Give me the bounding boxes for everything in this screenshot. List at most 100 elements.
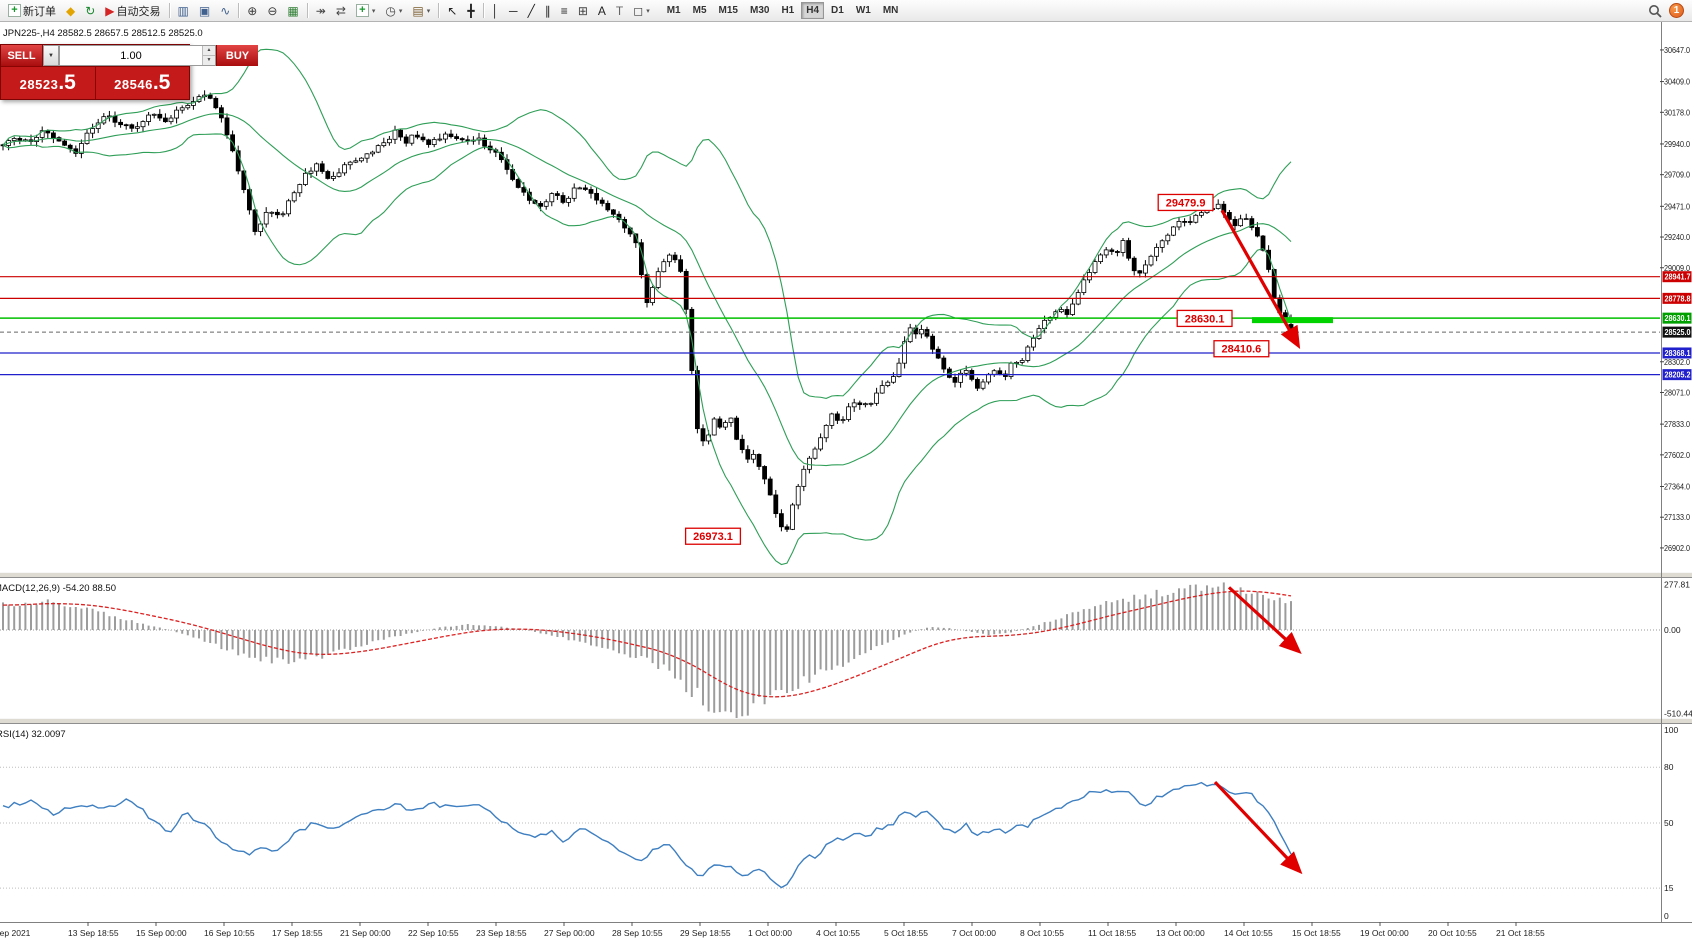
volume-up-button[interactable]: ▲ [203,46,215,56]
svg-text:29479.9: 29479.9 [1166,197,1206,209]
grid-button[interactable]: ⊞ [574,2,592,20]
search-button[interactable] [1648,4,1662,18]
svg-text:277.81: 277.81 [1664,579,1690,589]
rsi-pane[interactable]: RSI(14) 32.0097 [0,729,1660,889]
buy-price-frac: .5 [152,71,171,94]
periods-clock-icon: ◷ [385,3,396,18]
toolbar-separator [238,3,240,18]
cursor-button[interactable]: ↖ [443,2,461,20]
svg-text:0.00: 0.00 [1664,625,1681,635]
timeframe-d1[interactable]: D1 [826,2,849,19]
notification-badge[interactable]: 1 [1669,3,1684,18]
dropdown-caret-icon: ▾ [398,7,403,15]
svg-text:50: 50 [1664,818,1674,828]
pane-separators[interactable] [0,22,1692,923]
svg-text:29940.0: 29940.0 [1664,139,1690,149]
periods-button[interactable]: ◷ ▾ [381,2,406,20]
volume-down-button[interactable]: ▼ [203,56,215,65]
refresh-button[interactable]: ↻ [81,2,99,20]
svg-text:23 Sep 18:55: 23 Sep 18:55 [476,928,527,938]
indicators-button[interactable]: + ▾ [352,2,380,20]
templates-button[interactable]: ▤ ▾ [408,2,434,20]
zoom-out-button[interactable]: ⊖ [263,2,281,20]
zoom-in-button[interactable]: ⊕ [243,2,261,20]
timeframe-h4[interactable]: H4 [801,2,825,19]
timeframe-m1[interactable]: M1 [662,2,686,19]
svg-text:100: 100 [1664,725,1678,735]
svg-text:27602.0: 27602.0 [1664,450,1690,460]
timeframe-toolbar: M1 M5 M15 M30 H1 H4 D1 W1 MN [661,2,905,19]
search-icon [1649,4,1662,18]
new-order-icon: + [8,4,21,17]
volume-spinner: ▲ ▼ [202,46,215,65]
fibonacci-button[interactable]: ≡ [557,2,572,20]
svg-text:19 Oct 00:00: 19 Oct 00:00 [1360,928,1409,938]
volume-dropdown[interactable]: ▼ [43,45,59,66]
svg-text:22 Sep 10:55: 22 Sep 10:55 [408,928,459,938]
horizontal-level-lines[interactable] [0,276,1660,376]
channel-button[interactable]: ∥ [541,2,555,20]
svg-text:28410.6: 28410.6 [1222,344,1262,356]
shapes-button[interactable]: ◻ ▾ [629,2,653,20]
trendline-button[interactable]: ╱ [524,2,539,20]
crosshair-button[interactable]: ╋ [463,2,478,20]
indicators-icon: + [355,4,369,17]
svg-text:11 Oct 18:55: 11 Oct 18:55 [1088,928,1136,938]
timeframe-m30[interactable]: M30 [745,2,774,19]
svg-text:15 Sep 00:00: 15 Sep 00:00 [136,928,187,938]
horizontal-line-button[interactable]: ─ [505,2,522,20]
vertical-line-button[interactable]: │ [488,2,504,20]
autotrading-button-label: 自动交易 [116,5,161,18]
svg-text:27133.0: 27133.0 [1664,512,1690,522]
refresh-icon: ↻ [85,3,96,18]
price-scale[interactable]: 30647.0 30409.0 30178.0 29940.0 29709.0 29471… [1660,45,1692,921]
auto-scroll-button[interactable]: ↠ [312,2,330,20]
svg-text:13 Sep 18:55: 13 Sep 18:55 [68,928,119,938]
svg-text:29471.0: 29471.0 [1664,201,1690,211]
svg-text:28525.0: 28525.0 [1665,327,1691,337]
tile-windows-button[interactable]: ▦ [283,2,302,20]
svg-text:RSI(14) 32.0097: RSI(14) 32.0097 [0,729,66,740]
text-label-button[interactable]: T [612,2,627,20]
svg-text:28 Sep 10:55: 28 Sep 10:55 [612,928,663,938]
svg-text:28368.1: 28368.1 [1665,348,1691,358]
svg-text:14 Oct 10:55: 14 Oct 10:55 [1224,928,1273,938]
buy-price[interactable]: 28546.5 [94,67,190,99]
new-order-button[interactable]: + 新订单 [4,2,60,20]
date-axis[interactable]: Sep 2021 13 Sep 18:55 15 Sep 00:00 16 Sep 1… [0,922,1545,938]
svg-text:28630.1: 28630.1 [1665,313,1691,323]
text-button[interactable]: A [594,2,610,20]
svg-text:29709.0: 29709.0 [1664,170,1690,180]
timeframe-m15[interactable]: M15 [714,2,743,19]
sell-button[interactable]: SELL [1,45,43,66]
chart-shift-button[interactable]: ⇄ [332,2,350,20]
sell-price[interactable]: 28523.5 [1,67,95,99]
timeframe-w1[interactable]: W1 [851,2,876,19]
macd-pane[interactable]: MACD(12,26,9) -54.20 88.50 [0,582,1660,719]
timeframe-mn[interactable]: MN [878,2,904,19]
metaeditor-button[interactable]: ◆ [62,2,79,20]
svg-text:7 Oct 00:00: 7 Oct 00:00 [952,928,996,938]
svg-text:26902.0: 26902.0 [1664,543,1690,553]
svg-text:4 Oct 10:55: 4 Oct 10:55 [816,928,860,938]
svg-text:16 Sep 10:55: 16 Sep 10:55 [204,928,255,938]
toolbar-separator [168,3,170,18]
buy-button[interactable]: BUY [216,45,258,66]
line-chart-button[interactable]: ∿ [216,2,234,20]
svg-text:28941.7: 28941.7 [1665,272,1691,282]
svg-text:5 Oct 18:55: 5 Oct 18:55 [884,928,928,938]
timeframe-m5[interactable]: M5 [688,2,712,19]
toolbar-separator [482,3,484,18]
bar-chart-button[interactable]: ▥ [174,2,193,20]
volume-input[interactable] [60,46,202,65]
chart-annotations[interactable]: 29479.9 28630.1 28410.6 26973.1 [684,193,1303,875]
channel-icon: ∥ [544,3,551,18]
autotrading-button[interactable]: ▶ 自动交易 [101,2,164,20]
svg-text:27 Sep 00:00: 27 Sep 00:00 [544,928,595,938]
zoom-out-icon: ⊖ [267,3,278,18]
timeframe-h1[interactable]: H1 [776,2,799,19]
candlestick-chart-button[interactable]: ▣ [195,2,214,20]
shapes-icon: ◻ [633,3,644,18]
sell-price-frac: .5 [58,71,76,94]
